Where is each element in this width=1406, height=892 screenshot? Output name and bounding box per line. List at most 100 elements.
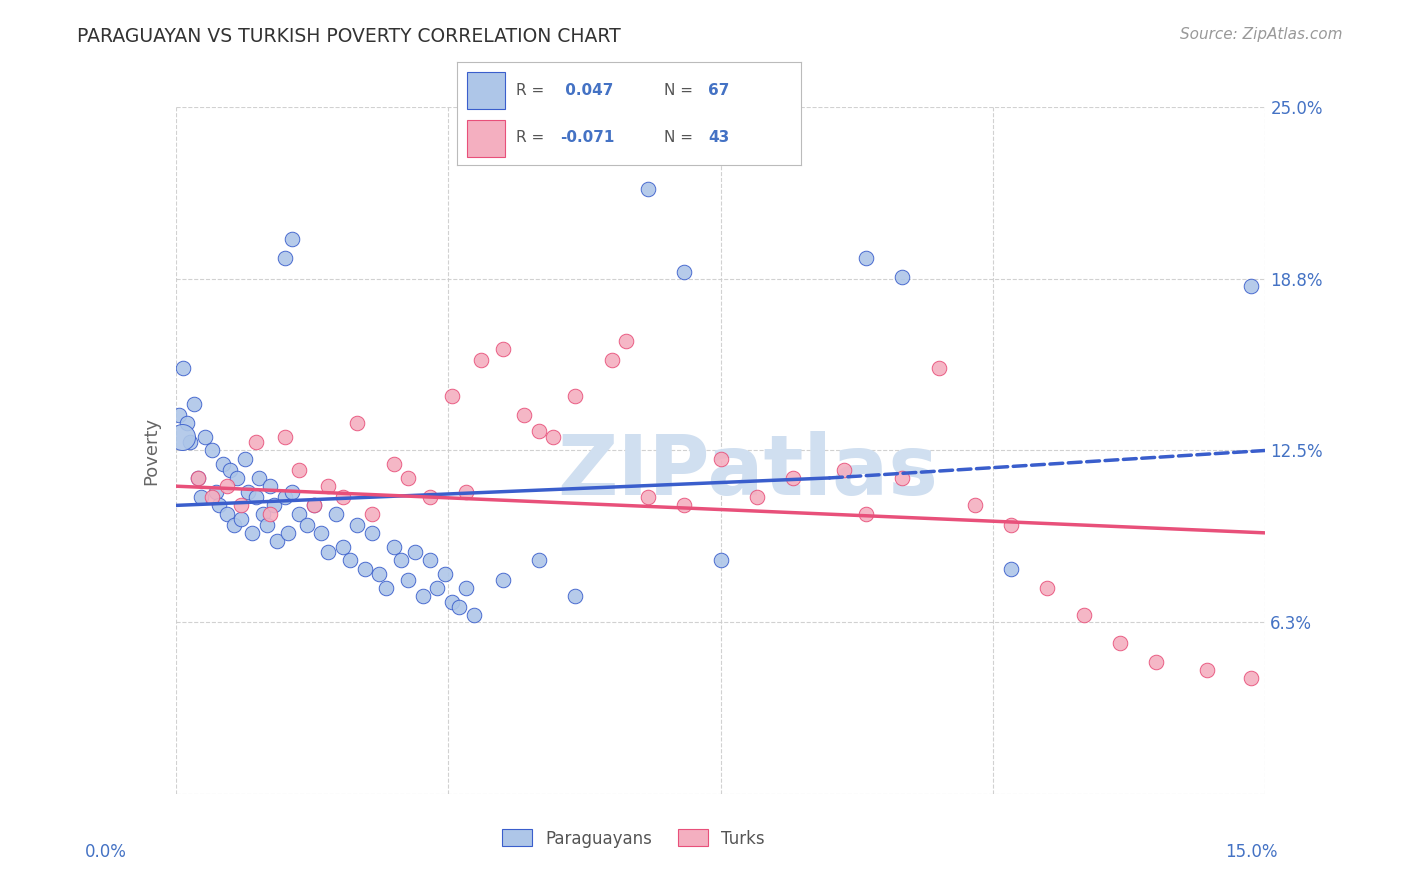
Text: 67: 67 [709, 83, 730, 97]
Point [891, 270, 914, 285]
Point [295, 517, 318, 532]
Point [1240, 672, 1263, 686]
Text: 15.0%: 15.0% [1225, 843, 1278, 861]
Point [361, 525, 384, 540]
Point [346, 416, 368, 430]
Point [219, 463, 242, 477]
Point [238, 484, 260, 499]
Point [361, 507, 384, 521]
Point [259, 479, 281, 493]
Point [440, 388, 463, 402]
Point [252, 507, 274, 521]
Point [274, 430, 297, 444]
Point [179, 435, 201, 450]
Point [240, 525, 263, 540]
Point [928, 361, 950, 376]
Point [183, 397, 205, 411]
Point [332, 490, 354, 504]
Point [710, 553, 733, 567]
Point [1146, 655, 1168, 669]
Point [208, 499, 231, 513]
Point [419, 553, 441, 567]
Point [231, 499, 253, 513]
Point [1036, 581, 1059, 595]
Point [513, 408, 536, 422]
Point [176, 416, 198, 430]
Point [673, 265, 696, 279]
Point [1109, 636, 1132, 650]
Point [405, 545, 427, 559]
Bar [467, 71, 505, 109]
Point [1000, 517, 1022, 532]
Point [447, 600, 470, 615]
Point [456, 581, 478, 595]
Point [274, 251, 297, 265]
Point [190, 490, 212, 504]
Text: Source: ZipAtlas.com: Source: ZipAtlas.com [1180, 27, 1343, 42]
Point [169, 408, 191, 422]
Point [259, 507, 281, 521]
Point [309, 525, 332, 540]
Point [194, 430, 217, 444]
Point [891, 471, 914, 485]
Point [318, 479, 340, 493]
Point [170, 430, 193, 444]
Point [281, 232, 304, 246]
Text: PARAGUAYAN VS TURKISH POVERTY CORRELATION CHART: PARAGUAYAN VS TURKISH POVERTY CORRELATIO… [77, 27, 621, 45]
Point [277, 525, 299, 540]
Point [288, 463, 311, 477]
Point [201, 490, 224, 504]
Point [274, 490, 297, 504]
Point [637, 182, 659, 196]
Point [1197, 663, 1219, 677]
Point [247, 471, 270, 485]
Point [470, 352, 492, 367]
Point [782, 471, 804, 485]
Point [245, 435, 267, 450]
Point [426, 581, 449, 595]
Point [226, 471, 249, 485]
Point [382, 457, 405, 471]
Point [673, 499, 696, 513]
Point [212, 457, 235, 471]
Point [263, 499, 285, 513]
Point [389, 553, 412, 567]
Text: R =: R = [516, 130, 548, 145]
Point [204, 484, 226, 499]
Point [745, 490, 768, 504]
Point [1073, 608, 1095, 623]
Point [396, 471, 419, 485]
Point [832, 463, 855, 477]
Point [325, 507, 347, 521]
Point [332, 540, 354, 554]
Point [353, 561, 375, 575]
Text: 43: 43 [709, 130, 730, 145]
Point [1000, 561, 1022, 575]
Point [172, 361, 194, 376]
Point [186, 471, 209, 485]
Point [564, 388, 586, 402]
Point [375, 581, 398, 595]
Text: -0.071: -0.071 [561, 130, 614, 145]
Point [215, 507, 238, 521]
Text: R =: R = [516, 83, 548, 97]
Legend: Paraguayans, Turks: Paraguayans, Turks [496, 822, 770, 855]
Point [433, 567, 456, 582]
Point [1240, 278, 1263, 293]
Point [231, 512, 253, 526]
Point [281, 484, 304, 499]
Point [302, 499, 325, 513]
Point [382, 540, 405, 554]
Point [346, 517, 368, 532]
Point [256, 517, 278, 532]
Point [215, 479, 238, 493]
Point [368, 567, 391, 582]
Point [564, 589, 586, 603]
Point [527, 424, 550, 438]
Point [440, 594, 463, 608]
Point [288, 507, 311, 521]
Text: ZIPatlas: ZIPatlas [557, 431, 938, 512]
Text: N =: N = [664, 130, 697, 145]
Point [412, 589, 434, 603]
Point [600, 352, 623, 367]
